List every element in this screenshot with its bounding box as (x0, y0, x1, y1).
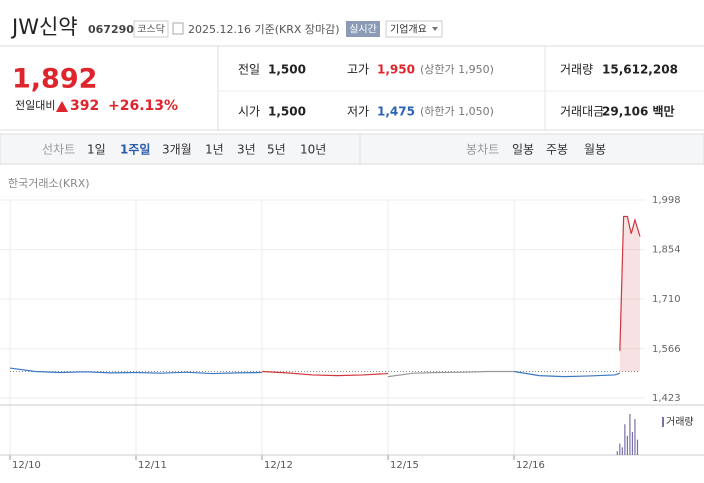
volume-bar (634, 419, 636, 455)
stat-sub: (하한가 1,050) (420, 104, 494, 118)
price-line (261, 370, 389, 377)
x-tick-label: 12/12 (264, 460, 293, 471)
candle-tab[interactable]: 일봉 (512, 143, 534, 157)
period-tab[interactable]: 1년 (205, 143, 224, 157)
realtime[interactable]: 실시간 (349, 24, 377, 36)
volume-bar (626, 435, 628, 455)
overview[interactable]: 기업개요 (390, 23, 427, 36)
period-tab[interactable]: 3개월 (162, 143, 192, 157)
stat-label: 거래대금 (560, 105, 604, 119)
period-tab[interactable]: 1일 (87, 143, 106, 157)
candle-tab[interactable]: 월봉 (584, 143, 606, 157)
stat-label: 전일 (238, 63, 260, 77)
y-tick-label: 1,998 (652, 195, 681, 206)
candle-tab[interactable]: 주봉 (546, 143, 568, 157)
period-tab[interactable]: 3년 (237, 143, 256, 157)
y-tick-label: 1,423 (652, 393, 681, 404)
realtime-badge[interactable] (346, 21, 380, 37)
volume-bar (636, 439, 639, 455)
stat-value: 1,475 (377, 105, 415, 119)
volume-bar (619, 443, 621, 455)
stock-code: 067290 (88, 23, 134, 36)
x-tick-label: 12/16 (516, 460, 545, 471)
calendar-icon (172, 22, 184, 35)
tab-bar (0, 133, 704, 165)
stat-label: 저가 (347, 105, 369, 119)
volume-bar (624, 424, 626, 455)
period-tab[interactable]: 10년 (300, 143, 326, 157)
price: 1,892 (12, 64, 97, 95)
volume-bar (629, 414, 631, 455)
change-pct: +26.13% (108, 98, 178, 114)
price-line (513, 370, 621, 378)
x-tick-label: 12/11 (138, 460, 167, 471)
stat-value: 1,500 (268, 63, 306, 77)
stat-label: 고가 (347, 63, 369, 77)
stat-label: 시가 (238, 105, 260, 119)
stat-value: 15,612,208 (602, 63, 678, 77)
price-line (9, 367, 137, 374)
line-chart-label: 선차트 (42, 143, 75, 157)
stat-value: 1,500 (268, 105, 306, 119)
date: 2025.12.16 기준(KRX 장마감) (188, 23, 340, 36)
x-tick-label: 12/15 (390, 460, 419, 471)
volume-bar (621, 447, 623, 455)
x-tick-label: 12/10 (12, 460, 41, 471)
stat-sub: (상한가 1,950) (420, 63, 494, 76)
price-line (135, 371, 263, 375)
volume-legend: 거래량 (666, 416, 694, 428)
source: 한국거래소(KRX) (8, 177, 90, 190)
up-arrow (56, 101, 68, 112)
market: 코스닥 (137, 24, 165, 36)
stock-name: JW신약 (10, 15, 78, 39)
price-line (387, 370, 514, 378)
period-tab[interactable]: 1주일 (120, 143, 150, 157)
overview-button[interactable] (385, 20, 443, 38)
stat-value: 1,950 (377, 63, 415, 77)
volume-bar (631, 431, 634, 455)
stat-label: 거래량 (560, 63, 593, 77)
volume-legend-swatch (662, 417, 664, 427)
candle-chart-label: 봉차트 (466, 143, 499, 157)
price-line (619, 215, 641, 351)
change-label: 전일대비 (15, 98, 55, 112)
y-tick-label: 1,710 (652, 294, 681, 305)
period-tab[interactable]: 5년 (267, 143, 286, 157)
area (619, 216, 640, 372)
volume-bar (616, 451, 618, 455)
change: 392 (70, 98, 99, 114)
y-tick-label: 1,854 (652, 245, 681, 256)
stat-value: 29,106 백만 (602, 104, 675, 119)
market-badge (133, 20, 169, 38)
dropdown-arrow (432, 27, 438, 31)
y-tick-label: 1,566 (652, 344, 681, 355)
